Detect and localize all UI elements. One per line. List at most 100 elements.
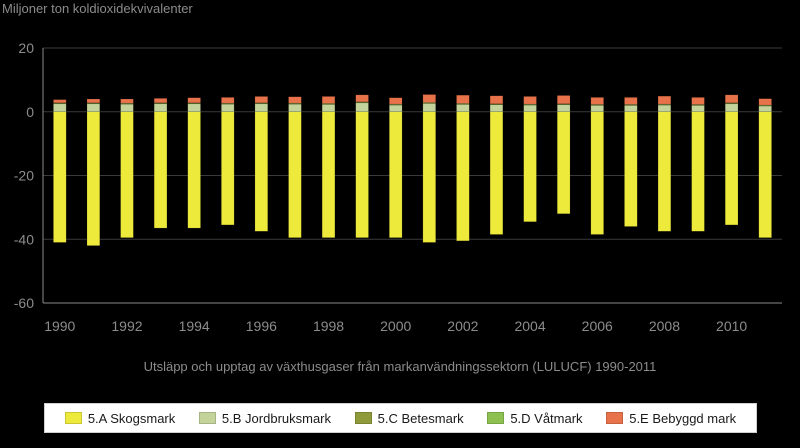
legend-swatch	[64, 412, 82, 424]
bar-segment-1998-4	[321, 96, 336, 104]
bar-segment-2005-1	[557, 104, 571, 113]
legend-item: 5.C Betesmark	[354, 410, 464, 426]
bar-segment-2006-1	[590, 105, 604, 112]
bar-segment-2006-0	[590, 111, 604, 235]
y-axis-label: Miljoner ton koldioxidekvivalenter	[2, 1, 193, 16]
bar-segment-1990-1	[53, 103, 67, 112]
bar-segment-2002-1	[456, 104, 470, 112]
y-tick-label: -40	[14, 231, 34, 247]
bar-segment-2008-1	[657, 104, 672, 113]
bar-segment-1993-0	[153, 111, 168, 229]
bar-segment-2008-0	[657, 111, 672, 232]
legend-item: 5.E Bebyggd mark	[606, 411, 736, 426]
tick-labels: 20 0 -20 -40 -60 1990 1992 1994 1996 1998 2000 2002…	[14, 40, 748, 334]
grid-lines	[43, 47, 782, 304]
legend-label: 5.B Jordbruksmark	[221, 410, 332, 426]
y-tick-label: -20	[14, 168, 34, 184]
legend: 5.A Skogsmark 5.B Jordbruksmark 5.C Betesm…	[44, 403, 757, 433]
x-tick-label: 1992	[111, 318, 142, 334]
bar-segment-1995-4	[221, 97, 235, 104]
legend-swatch	[198, 412, 216, 424]
bar-segment-1990-4	[53, 99, 67, 104]
bar-segment-1993-4	[153, 98, 168, 104]
bar-segment-1996-1	[254, 103, 268, 112]
bar-segment-2001-0	[422, 111, 436, 243]
bar-segment-1999-4	[355, 94, 369, 103]
bar-segment-2004-4	[523, 96, 537, 105]
y-tick-label: 20	[18, 40, 34, 56]
bar-segment-2011-0	[758, 111, 772, 238]
bar-segment-2010-1	[724, 103, 739, 112]
bar-segment-2001-4	[422, 94, 436, 103]
bar-segment-2002-0	[456, 111, 470, 242]
bar-segment-1996-0	[254, 111, 268, 232]
chart-caption: Utsläpp och upptag av växthusgaser från …	[143, 359, 657, 374]
x-tick-label: 2008	[649, 318, 680, 334]
bar-segment-2001-1	[422, 103, 436, 113]
bar-segment-2003-0	[489, 111, 504, 235]
bar-segment-2010-0	[724, 111, 739, 226]
x-tick-label: 2004	[514, 318, 545, 334]
bars	[53, 94, 772, 246]
x-tick-label: 2006	[582, 318, 613, 334]
legend-swatch	[487, 412, 505, 424]
bar-segment-2005-4	[557, 95, 571, 105]
x-tick-label: 1996	[246, 318, 277, 334]
legend-label: 5.A Skogsmark	[87, 410, 176, 426]
bar-segment-2000-0	[389, 111, 403, 238]
y-tick-label: 0	[26, 104, 34, 120]
bar-segment-2007-1	[624, 105, 638, 112]
bar-segment-1998-3	[321, 103, 336, 105]
bar-segment-2007-4	[624, 97, 638, 105]
legend-item: 5.A Skogsmark	[64, 410, 176, 426]
bar-segment-1994-0	[187, 111, 201, 229]
axes	[42, 48, 782, 304]
bar-segment-1992-0	[120, 111, 134, 238]
y-tick-label: -60	[14, 295, 34, 311]
legend-item: 5.B Jordbruksmark	[198, 410, 332, 426]
bar-segment-2010-4	[724, 94, 739, 104]
bar-segment-1995-0	[221, 111, 235, 226]
bar-segment-1993-1	[153, 103, 168, 112]
bar-segment-2011-1	[758, 105, 772, 112]
x-tick-label: 2000	[380, 318, 411, 334]
bar-segment-1995-1	[221, 103, 235, 112]
bar-segment-1998-0	[321, 111, 336, 238]
x-tick-label: 1994	[179, 318, 210, 334]
bar-segment-2007-0	[624, 111, 638, 227]
bar-segment-1997-0	[288, 111, 302, 238]
bar-segment-1991-1	[86, 103, 101, 112]
bar-segment-1991-0	[86, 111, 101, 246]
bar-segment-1999-3	[355, 101, 369, 103]
bar-segment-2006-4	[590, 97, 604, 105]
bar-segment-1994-1	[187, 103, 201, 112]
bar-segment-2009-0	[691, 111, 705, 232]
bar-segment-2009-1	[691, 105, 705, 112]
x-tick-label: 1998	[313, 318, 344, 334]
bar-segment-1998-1	[321, 104, 336, 112]
bar-segment-2005-0	[557, 111, 571, 214]
legend-label: 5.C Betesmark	[377, 410, 464, 426]
bar-segment-1996-4	[254, 96, 268, 104]
bar-segment-1999-0	[355, 111, 369, 238]
bar-segment-2000-4	[389, 97, 403, 105]
bar-segment-2002-4	[456, 94, 470, 104]
bar-segment-2008-4	[657, 95, 672, 105]
legend-label: 5.E Bebyggd mark	[629, 410, 737, 426]
bar-segment-1990-0	[53, 111, 67, 243]
bar-segment-1991-4	[86, 98, 101, 104]
bar-segment-2009-4	[691, 97, 705, 105]
bar-segment-2000-1	[389, 104, 403, 113]
bar-segment-1992-4	[120, 98, 134, 104]
bar-segment-1997-1	[288, 103, 302, 112]
x-tick-label: 2010	[716, 318, 747, 334]
x-tick-label: 2002	[447, 318, 478, 334]
bar-segment-2003-1	[489, 104, 504, 113]
bar-segment-1997-4	[288, 96, 302, 104]
bar-segment-2004-0	[523, 111, 537, 222]
bar-segment-2011-4	[758, 98, 772, 106]
legend-swatch	[606, 412, 624, 424]
bar-segment-1992-1	[120, 103, 134, 112]
bar-segment-2003-4	[489, 95, 504, 105]
